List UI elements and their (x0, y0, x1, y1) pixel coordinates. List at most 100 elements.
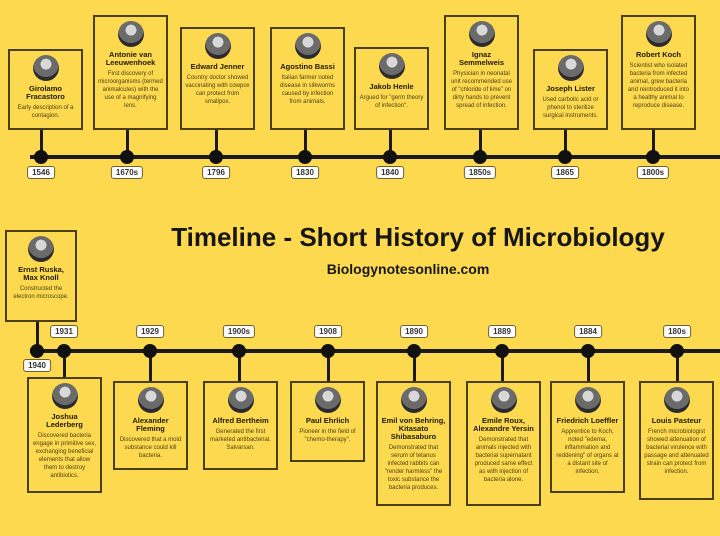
year-label: 1890 (400, 325, 428, 338)
event-person-name: Agostino Bassi (280, 62, 335, 71)
year-label: 1840 (376, 166, 404, 179)
year-label: 1865 (551, 166, 579, 179)
event-card: Alfred Bertheim Generated the first marke… (203, 381, 278, 470)
event-description: Argued for "germ theory of infection". (359, 95, 424, 109)
event-card: Antonie van Leeuwenhoek First discovery o… (93, 15, 168, 130)
event-person-name: Alfred Bertheim (212, 416, 269, 425)
portrait-avatar (294, 33, 321, 59)
event-description: Generated the first marketed antibacteri… (210, 429, 271, 451)
event-person-name: Antonie van Leeuwenhoek (105, 50, 156, 67)
event-description: Scientist who isolated bacteria from inf… (627, 63, 690, 109)
event-description: Discovered that a mold substance could k… (119, 437, 182, 459)
event-card: Louis Pasteur French microbiologist showe… (639, 381, 714, 500)
timeline-node (298, 150, 312, 164)
event-person-name: Ernst Ruska, Max Knoll (18, 265, 64, 282)
timeline-stem (126, 128, 129, 156)
year-label: 1800s (636, 166, 670, 179)
year-label: 1908 (314, 325, 342, 338)
event-description: Early description of a contagion. (17, 105, 74, 119)
portrait-avatar (663, 387, 690, 413)
year-label: 1889 (488, 325, 516, 338)
event-description: French microbiologist showed attenuation… (644, 429, 709, 475)
event-description: Demonstrated that serum of tetanus infec… (384, 445, 443, 491)
timeline-node (34, 150, 48, 164)
event-person-name: Alexander Fleming (132, 416, 169, 433)
year-label: 1931 (50, 325, 78, 338)
year-label: 1940 (23, 359, 51, 372)
timeline-node (558, 150, 572, 164)
event-person-name: Louis Pasteur (651, 416, 702, 425)
year-label: 1546 (27, 166, 55, 179)
event-person-name: Paul Ehrlich (305, 416, 350, 425)
timeline-node (473, 150, 487, 164)
timeline-stem (238, 351, 241, 383)
timeline-stem (215, 128, 218, 156)
portrait-avatar (314, 387, 341, 413)
portrait-avatar (204, 33, 231, 59)
portrait-avatar (400, 387, 427, 413)
event-card: Joshua Lederberg Discovered bacteria enga… (27, 377, 102, 493)
portrait-avatar (227, 387, 254, 413)
timeline-stem (587, 351, 590, 383)
year-label: 1884 (574, 325, 602, 338)
event-description: Discovered bacteria engage in primitive … (32, 433, 97, 479)
timeline-stem (479, 128, 482, 156)
timeline-node (120, 150, 134, 164)
year-label: 180s (663, 325, 691, 338)
timeline-node (646, 150, 660, 164)
event-description: Apprentice to Koch, noted "edema, inflam… (556, 429, 619, 475)
portrait-avatar (468, 21, 495, 47)
timeline-stem (149, 351, 152, 383)
event-card: Robert Koch Scientist who isolated bacter… (621, 15, 696, 130)
timeline-stem (501, 351, 504, 383)
timeline-node (209, 150, 223, 164)
timeline-stem (564, 128, 567, 156)
event-description: Constructed the electron microscope. (13, 286, 69, 300)
page-subtitle: Biologynotesonline.com (326, 261, 490, 277)
timeline-node (321, 344, 335, 358)
event-card: Joseph Lister Used carbolic acid or pheno… (533, 49, 608, 130)
page-title: Timeline - Short History of Microbiology (171, 222, 665, 252)
portrait-avatar (28, 236, 54, 262)
timeline-line-top (30, 155, 720, 159)
event-person-name: Joseph Lister (546, 84, 595, 93)
portrait-avatar (378, 53, 405, 79)
event-description: First discovery of microorganisms (terme… (98, 71, 163, 109)
portrait-avatar (645, 21, 672, 47)
event-description: Italian farmer noted disease in silkworm… (279, 75, 336, 105)
year-label: 1929 (136, 325, 164, 338)
event-card: Emil von Behring, Kitasato Shibasaburo De… (376, 381, 451, 506)
timeline-node (383, 150, 397, 164)
year-label: 1900s (222, 325, 256, 338)
event-person-name: Edward Jenner (190, 62, 245, 71)
event-card: Jakob Henle Argued for "germ theory of in… (354, 47, 429, 130)
event-description: Demonstrated that animals injected with … (474, 437, 533, 483)
event-person-name: Friedrich Loeffler (556, 416, 619, 425)
portrait-avatar (51, 383, 78, 409)
portrait-avatar (490, 387, 517, 413)
timeline-node (232, 344, 246, 358)
event-description: Physician in neonatal unit recommended u… (450, 71, 513, 109)
year-label: 1670s (110, 166, 144, 179)
timeline-stem (676, 351, 679, 383)
timeline-stem (389, 128, 392, 156)
portrait-avatar (137, 387, 164, 413)
event-person-name: Ignaz Semmelweis (458, 50, 505, 67)
year-label: 1830 (291, 166, 319, 179)
event-person-name: Robert Koch (636, 50, 681, 59)
event-person-name: Emile Roux, Alexandre Yersin (473, 416, 534, 433)
timeline-node (143, 344, 157, 358)
timeline-stem (36, 320, 39, 350)
event-card: Emile Roux, Alexandre Yersin Demonstrated… (466, 381, 541, 506)
timeline-stem (652, 128, 655, 156)
event-card: Edward Jenner Country doctor showed vacci… (180, 27, 255, 130)
event-person-name: Jakob Henle (369, 82, 414, 91)
timeline-node (670, 344, 684, 358)
event-card: Girolamo Fracastoro Early description of … (8, 49, 83, 130)
portrait-avatar (557, 55, 584, 81)
timeline-stem (413, 351, 416, 383)
event-description: Used carbolic acid or phenol to steriliz… (542, 97, 599, 119)
event-person-name: Girolamo Fracastoro (26, 84, 65, 101)
portrait-avatar (574, 387, 601, 413)
event-card: Ignaz Semmelweis Physician in neonatal un… (444, 15, 519, 130)
